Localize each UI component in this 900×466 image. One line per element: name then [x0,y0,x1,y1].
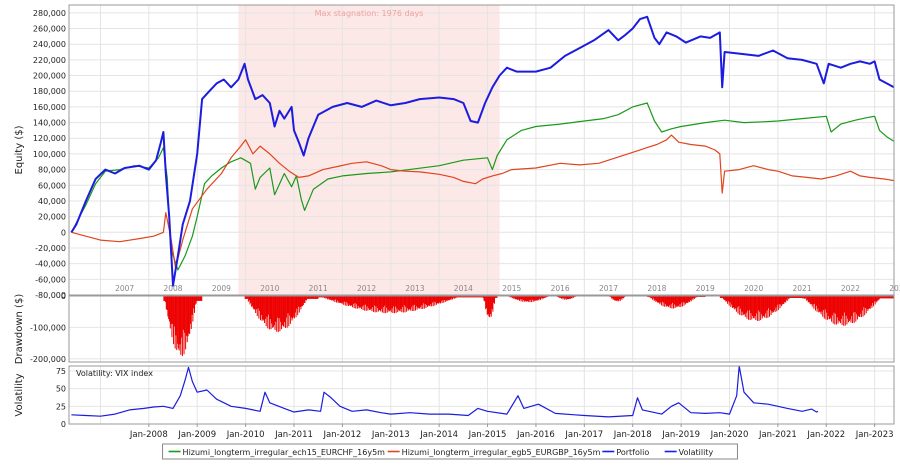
x-tick-label: Jan-2010 [226,430,265,440]
year-label: 2016 [551,284,570,293]
legend-label: Hizumi_longterm_irregular_egb5_EURGBP_16… [402,448,601,457]
x-tick-label: Jan-2015 [468,430,507,440]
equity-y-tick-label: -40,000 [35,260,66,269]
x-tick-label: Jan-2023 [855,430,894,440]
x-tick-label: Jan-2014 [419,430,458,440]
x-tick-label: Jan-2020 [710,430,749,440]
year-label: 2015 [502,284,521,293]
volatility-panel-background [69,366,894,424]
equity-y-tick-label: 160,000 [33,103,66,112]
drawdown-bar [201,296,202,301]
drawdown-y-tick-label: -200,000 [30,355,66,364]
year-label: 2023 [889,284,900,293]
drawdown-y-tick-label: 0 [61,292,66,301]
x-tick-label: Jan-2021 [758,430,797,440]
equity-y-tick-label: 40,000 [38,197,66,206]
year-label: 2022 [841,284,860,293]
equity-y-tick-label: 260,000 [33,25,66,34]
equity-y-tick-label: 20,000 [38,213,66,222]
year-label: 2021 [793,284,812,293]
year-label: 2007 [115,284,134,293]
stagnation-annotation: Max stagnation: 1976 days [315,9,424,18]
x-tick-label: Jan-2017 [564,430,603,440]
x-tick-label: Jan-2018 [613,430,652,440]
volatility-y-tick-label: 50 [56,385,66,394]
equity-y-tick-label: 0 [61,228,66,237]
drawdown-y-tick-label: -100,000 [30,323,66,332]
equity-y-tick-label: 220,000 [33,56,66,65]
equity-y-tick-label: 140,000 [33,119,66,128]
x-tick-label: Jan-2016 [516,430,555,440]
year-label: 2010 [260,284,279,293]
year-label: 2020 [744,284,763,293]
year-label: 2019 [696,284,715,293]
year-label: 2018 [647,284,666,293]
volatility-y-tick-label: 75 [56,367,66,376]
x-tick-label: Jan-2011 [274,430,313,440]
legend-item: Hizumi_longterm_irregular_egb5_EURGBP_16… [388,448,601,457]
equity-y-tick-label: 180,000 [33,87,66,96]
equity-y-tick-label: 120,000 [33,134,66,143]
legend-label: Portfolio [616,448,649,457]
volatility-axis-title: Volatility [14,373,25,416]
legend: Hizumi_longterm_irregular_ech15_EURCHF_1… [163,444,738,459]
equity-y-tick-label: 280,000 [33,9,66,18]
legend-item: Hizumi_longterm_irregular_ech15_EURCHF_1… [169,448,386,457]
year-label: 2017 [599,284,618,293]
x-tick-label: Jan-2012 [322,430,361,440]
volatility-y-tick-label: 0 [61,420,66,429]
equity-y-tick-label: -20,000 [35,244,66,253]
year-label: 2014 [454,284,473,293]
drawdown-axis-title: Drawdown ($) [14,294,25,365]
year-label: 2009 [212,284,231,293]
x-tick-label: Jan-2013 [371,430,410,440]
equity-y-tick-label: 200,000 [33,72,66,81]
legend-label: Hizumi_longterm_irregular_ech15_EURCHF_1… [183,448,386,457]
year-label: 2011 [309,284,328,293]
volatility-y-tick-label: 25 [56,402,66,411]
equity-y-tick-label: 100,000 [33,150,66,159]
year-label: 2013 [405,284,424,293]
x-tick-label: Jan-2009 [177,430,216,440]
equity-y-tick-label: 80,000 [38,166,66,175]
x-tick-label: Jan-2019 [661,430,700,440]
x-tick-label: Jan-2008 [129,430,168,440]
equity-y-tick-label: 60,000 [38,181,66,190]
stagnation-band [238,5,499,295]
x-tick-label: Jan-2022 [806,430,845,440]
equity-y-tick-label: -60,000 [35,275,66,284]
equity-y-tick-label: 240,000 [33,40,66,49]
volatility-panel-title: Volatility: VIX index [76,369,153,378]
equity-axis-title: Equity ($) [14,125,25,174]
legend-label: Volatility [679,448,714,457]
year-label: 2012 [357,284,376,293]
